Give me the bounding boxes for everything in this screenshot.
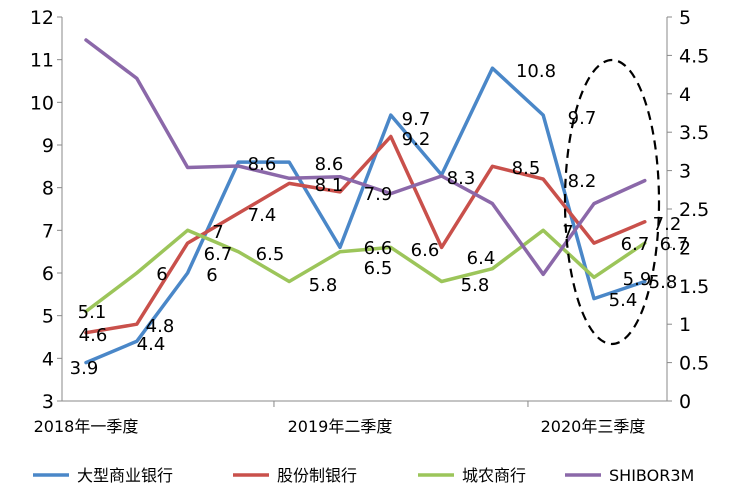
data-label: 6.6 xyxy=(411,240,440,261)
y-left-tick-label: 8 xyxy=(42,178,54,200)
data-label: 10.8 xyxy=(516,61,556,82)
data-label: 6 xyxy=(156,264,167,285)
series-group xyxy=(84,38,647,365)
highlight-ellipse xyxy=(563,58,661,346)
data-label: 8.5 xyxy=(512,158,541,179)
data-label: 7.2 xyxy=(653,214,682,235)
y-left-tick-label: 9 xyxy=(42,135,54,157)
data-label: 6.4 xyxy=(467,248,496,269)
legend-label: 股份制银行 xyxy=(277,466,357,485)
y-right-tick-label: 3 xyxy=(679,161,691,183)
data-label: 4.8 xyxy=(146,316,175,337)
y-left-tick-label: 5 xyxy=(42,306,54,328)
data-label: 8.6 xyxy=(315,154,344,175)
series-line-1 xyxy=(84,134,647,335)
y-right-tick-label: 1.5 xyxy=(679,276,709,298)
data-labels-group: 3.9 4.4 6 8.6 8.6 9.7 8.3 10.8 9.7 5.4 5.8 4.6 4.8 7 7… xyxy=(70,61,689,379)
data-label: 8.3 xyxy=(447,168,476,189)
y-right-tick-label: 2 xyxy=(679,237,691,259)
data-label: 7 xyxy=(562,222,573,243)
y-right-tick-label: 0.5 xyxy=(679,353,709,375)
data-label: 8.6 xyxy=(248,154,277,175)
data-label: 5.9 xyxy=(623,269,652,290)
data-label: 6.6 xyxy=(364,238,393,259)
data-label: 6.7 xyxy=(621,234,650,255)
data-label: 7.9 xyxy=(364,184,393,205)
y-right-tick-label: 2.5 xyxy=(679,199,709,221)
data-label: 6.5 xyxy=(364,258,393,279)
data-label: 9.2 xyxy=(402,129,431,150)
y-left-tick-label: 11 xyxy=(30,50,54,72)
data-label: 8.2 xyxy=(568,171,597,192)
series-line-2 xyxy=(84,228,647,314)
series-line-0 xyxy=(84,66,647,365)
data-label: 5.8 xyxy=(309,275,338,296)
x-category-label: 2020年三季度 xyxy=(541,417,646,436)
data-label: 5.4 xyxy=(609,290,638,311)
series-line-3 xyxy=(84,38,647,277)
legend-label: SHIBOR3M xyxy=(609,466,694,485)
y-left-tick-label: 12 xyxy=(30,7,54,29)
x-category-label: 2018年一季度 xyxy=(34,417,139,436)
data-label: 6.7 xyxy=(660,234,689,255)
x-category-label: 2019年二季度 xyxy=(288,417,393,436)
data-label: 9.7 xyxy=(568,108,597,129)
data-label: 7.4 xyxy=(248,205,277,226)
y-right-tick-label: 5 xyxy=(679,7,691,29)
data-label: 3.9 xyxy=(70,358,99,379)
y-left-tick-label: 3 xyxy=(42,391,54,413)
axes-group: 3 4 5 6 7 8 9 10 11 12 0 0.5 1 1.5 2 2.5 3 3.5 4 4.5 5 2018年一… xyxy=(30,7,709,436)
data-label: 4.6 xyxy=(79,325,108,346)
data-label: 9.7 xyxy=(402,109,431,130)
y-left-tick-label: 7 xyxy=(42,220,54,242)
y-right-tick-label: 4.5 xyxy=(679,45,709,67)
y-left-tick-label: 4 xyxy=(42,348,54,370)
data-label: 8.1 xyxy=(315,175,344,196)
data-label: 4.4 xyxy=(137,334,166,355)
data-label: 6 xyxy=(206,265,217,286)
data-label: 7 xyxy=(212,222,223,243)
y-right-tick-label: 3.5 xyxy=(679,122,709,144)
y-right-tick-label: 0 xyxy=(679,391,691,413)
legend: 大型商业银行 股份制银行 城农商行 SHIBOR3M xyxy=(33,466,694,485)
data-label: 5.1 xyxy=(78,302,107,323)
y-right-tick-label: 4 xyxy=(679,84,691,106)
y-left-tick-label: 10 xyxy=(30,92,54,114)
legend-label: 大型商业银行 xyxy=(77,466,173,485)
y-left-tick-label: 6 xyxy=(42,263,54,285)
data-label: 5.8 xyxy=(649,272,678,293)
legend-label: 城农商行 xyxy=(462,466,526,485)
y-right-tick-label: 1 xyxy=(679,314,691,336)
data-label: 6.5 xyxy=(256,244,285,265)
data-label: 6.7 xyxy=(204,244,233,265)
data-label: 5.8 xyxy=(461,275,490,296)
